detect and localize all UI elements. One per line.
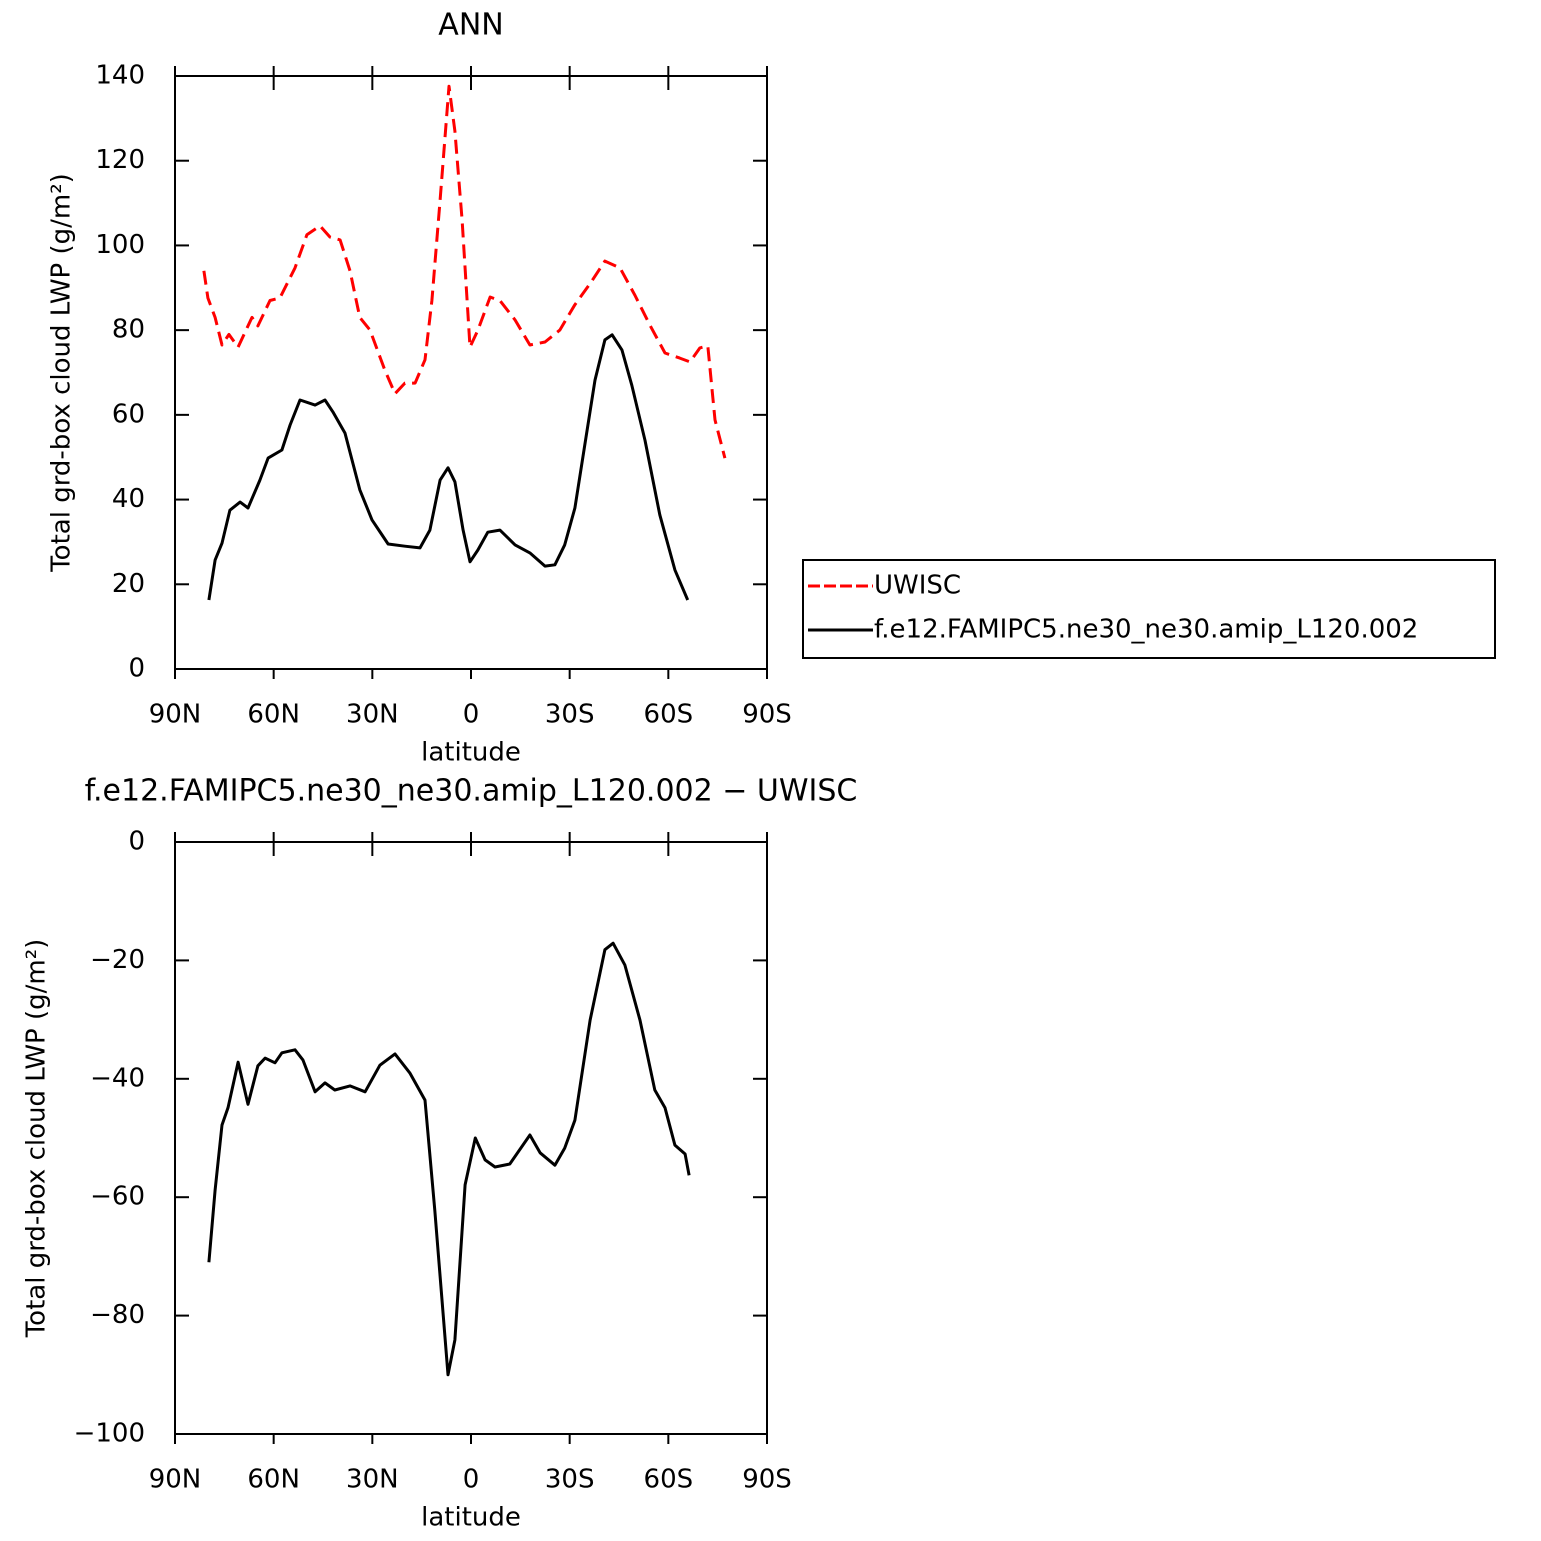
legend-label: UWISC: [874, 571, 961, 601]
x-tick-label: 90N: [149, 1465, 202, 1495]
y-tick-label: −80: [90, 1300, 145, 1330]
y-tick-label: −40: [90, 1063, 145, 1093]
y-tick-label: 40: [112, 484, 145, 514]
y-tick-label: −20: [90, 945, 145, 975]
x-tick-label: 90S: [742, 1465, 792, 1495]
y-tick-label: 100: [95, 230, 145, 260]
y-tick-label: 140: [95, 61, 145, 91]
legend-label: f.e12.FAMIPC5.ne30_ne30.amip_L120.002: [874, 615, 1418, 645]
x-tick-label: 0: [463, 700, 480, 730]
x-tick-label: 30N: [346, 1465, 399, 1495]
plot-frame: [174, 841, 768, 1435]
x-tick-label: 60S: [644, 700, 694, 730]
y-tick-label: 0: [128, 827, 145, 857]
x-tick-label: 30S: [545, 1465, 595, 1495]
y-tick-label: 0: [128, 654, 145, 684]
x-tick-label: 90S: [742, 700, 792, 730]
data-line: [207, 941, 691, 1377]
y-tick-label: −100: [74, 1419, 145, 1449]
chart-title: ANN: [438, 8, 503, 43]
y-tick-label: −60: [90, 1182, 145, 1212]
x-tick-label: 90N: [149, 700, 202, 730]
legend-box: [802, 559, 1496, 659]
x-tick-label: 60N: [247, 1465, 300, 1495]
y-tick-label: 120: [95, 145, 145, 175]
y-axis-label: Total grd-box cloud LWP (g/m²): [22, 939, 52, 1339]
x-tick-label: 0: [463, 1465, 480, 1495]
y-tick-label: 80: [112, 315, 145, 345]
y-axis-label: Total grd-box cloud LWP (g/m²): [47, 173, 77, 573]
x-tick-label: 60S: [644, 1465, 694, 1495]
data-line: [202, 84, 727, 459]
x-tick-label: 60N: [247, 700, 300, 730]
y-tick-label: 20: [112, 569, 145, 599]
x-tick-label: 30S: [545, 700, 595, 730]
x-axis-label: latitude: [421, 738, 521, 768]
y-tick-label: 60: [112, 399, 145, 429]
x-axis-label: latitude: [421, 1503, 521, 1533]
data-line: [207, 333, 690, 601]
x-tick-label: 30N: [346, 700, 399, 730]
chart-title: f.e12.FAMIPC5.ne30_ne30.amip_L120.002 − …: [85, 774, 858, 809]
